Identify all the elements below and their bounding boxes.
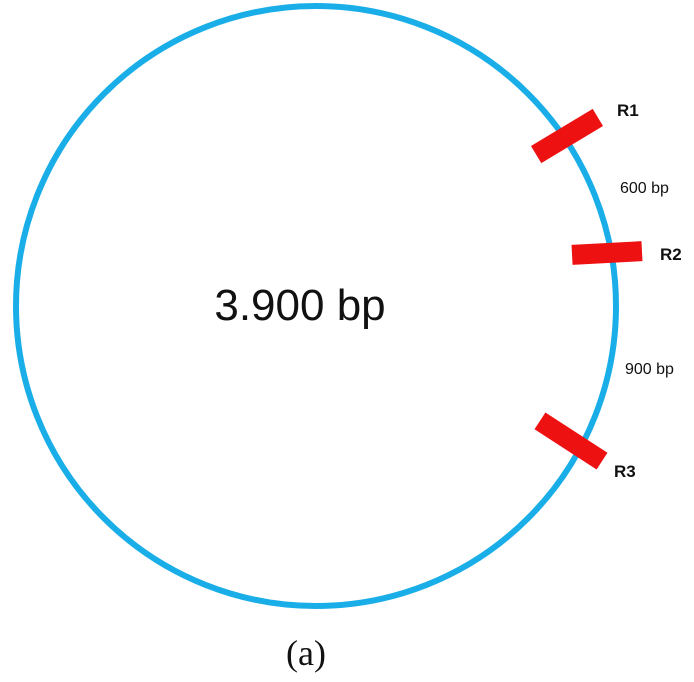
segment-r1-r2-label: 600 bp xyxy=(620,180,669,197)
restriction-site-r2-marker xyxy=(571,241,643,265)
figure-caption: (a) xyxy=(286,633,326,673)
plasmid-size-label: 3.900 bp xyxy=(214,281,385,330)
plasmid-ring xyxy=(13,3,619,609)
restriction-site-r1-marker xyxy=(530,108,604,164)
restriction-site-r2-label: R2 xyxy=(660,245,682,264)
restriction-site-r3-label: R3 xyxy=(614,462,636,481)
segment-r2-r3-label: 900 bp xyxy=(625,361,674,378)
restriction-site-r1-label: R1 xyxy=(617,101,639,120)
restriction-site-r3-marker xyxy=(534,412,608,470)
